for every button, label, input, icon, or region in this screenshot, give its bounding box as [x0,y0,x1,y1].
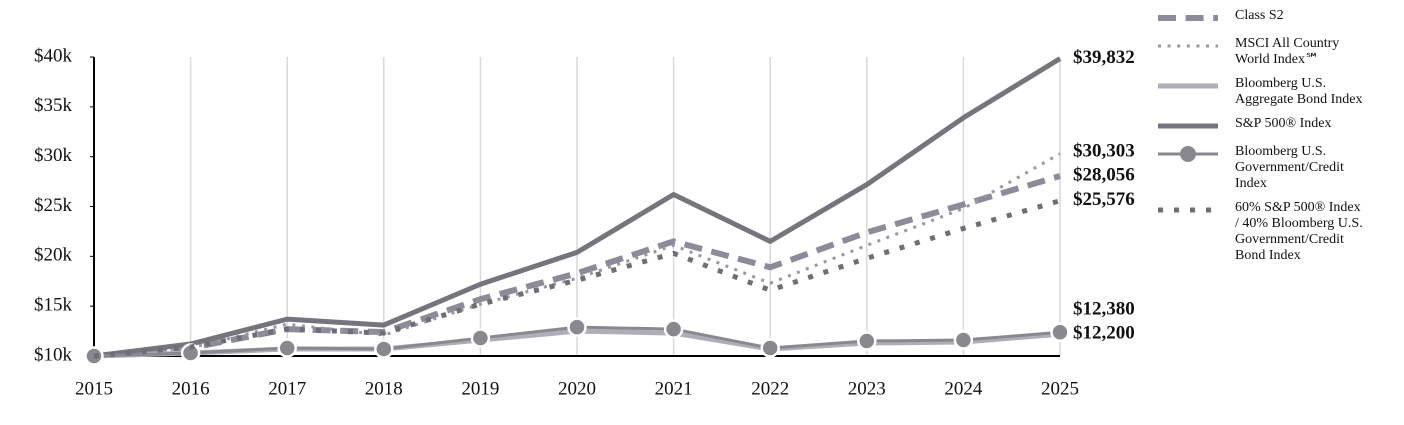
legend-label: Bloomberg U.S. Aggregate Bond Index [1235,76,1363,107]
legend-label: 60% S&P 500® Index / 40% Bloomberg U.S. … [1235,200,1363,263]
chart: 2015 2016 2017 2018 2019 2020 2021 2022 2023 2024… [34,45,1135,399]
point [953,330,974,350]
legend-item: Bloomberg U.S. Government/Credit Index [1156,144,1401,192]
series-line [93,152,1061,358]
value-label: $39,832 [1073,47,1135,68]
x-tick-label: 2021 [655,378,693,399]
legend-label: Bloomberg U.S. Government/Credit Index [1235,144,1344,191]
point [470,328,491,348]
series-line [93,198,1061,359]
x-tick-label: 2016 [172,378,210,399]
legend-item: Class S2 [1156,8,1401,28]
point [1050,322,1070,343]
legend-label: Class S2 [1235,8,1284,23]
legend-swatch [1158,123,1218,129]
point [567,317,587,337]
y-tick-label: $15k [34,295,73,316]
legend: Class S2 MSCI All Country World Index℠ Blo… [1156,8,1401,264]
x-tick-label: 2018 [365,378,403,399]
point [277,338,297,358]
legend-swatch [1158,83,1218,89]
series-line [93,56,1062,359]
legend-swatch [1158,15,1218,21]
x-tick-label: 2015 [75,378,113,399]
legend-swatch [1158,44,1218,48]
y-tick-label: $20k [34,245,73,266]
series-line [93,173,1061,359]
x-tick-label: 2017 [268,378,306,399]
y-tick-label: $10k [34,344,73,365]
legend-item: S&P 500® Index [1156,116,1401,136]
value-label: $30,303 [1073,140,1135,161]
legend-item: Bloomberg U.S. Aggregate Bond Index [1156,76,1401,108]
y-tick-label: $25k [34,195,73,216]
legend-item: 60% S&P 500® Index / 40% Bloomberg U.S. … [1156,200,1401,264]
legend-marker [1180,146,1196,162]
point [857,331,877,351]
x-tick-label: 2019 [461,378,499,399]
value-label: $28,056 [1073,164,1135,185]
point [374,339,394,359]
legend-swatch [1158,146,1218,162]
point [760,338,780,358]
x-tick-label: 2022 [751,378,789,399]
y-tick-label: $30k [34,145,73,166]
value-label: $12,380 [1073,298,1135,319]
x-tick-label: 2020 [558,378,596,399]
x-tick-label: 2025 [1041,378,1079,399]
value-label: $12,200 [1073,322,1135,343]
legend-label: S&P 500® Index [1235,116,1332,131]
x-tick-label: 2023 [848,378,886,399]
x-tick-label: 2024 [944,378,983,399]
legend-item: MSCI All Country World Index℠ [1156,36,1401,68]
legend-label: MSCI All Country World Index℠ [1235,36,1340,67]
point [663,319,684,339]
y-tick-label: $35k [34,95,73,116]
legend-swatch [1158,207,1218,213]
value-label: $25,576 [1073,189,1135,210]
y-tick-label: $40k [34,45,73,66]
